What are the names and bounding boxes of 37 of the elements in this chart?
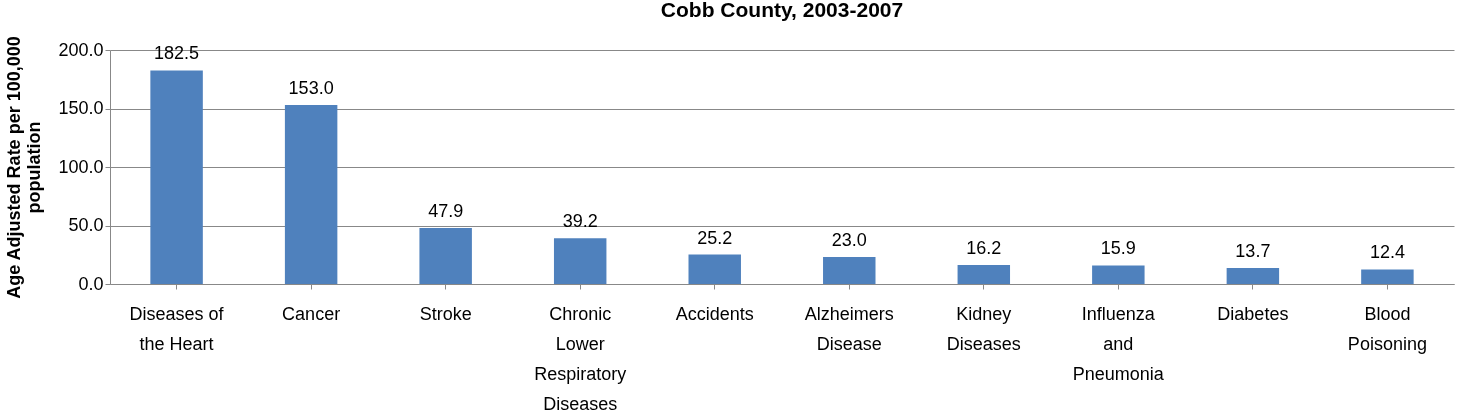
x-tick-label: Kidney Diseases [946,303,1021,354]
data-label: 23.0 [831,230,867,251]
x-tick-label: Chronic Lower Respiratory Diseases [534,303,627,414]
x-tick-label: Influenza and Pneumonia [1072,303,1165,384]
y-axis-title: Age Adjusted Rate per 100,000 population [4,36,45,299]
bar [150,70,203,284]
bar [284,104,338,284]
bar [957,265,1011,284]
y-tick-label: 200.0 [58,39,104,60]
x-tick-label: Stroke [419,303,472,324]
y-tick-label: 100.0 [58,156,104,177]
x-tick-label: Diseases of the Heart [129,303,225,354]
bar [419,227,472,284]
data-label: 25.2 [697,227,733,248]
data-label: 39.2 [562,211,598,232]
data-label: 15.9 [1100,238,1136,259]
data-label: 13.7 [1235,240,1271,261]
bar [823,257,876,284]
data-label: 12.4 [1369,242,1405,263]
y-tick-label: 150.0 [58,98,104,118]
bar [1092,265,1145,284]
data-label: 16.2 [966,238,1002,259]
bar [688,254,741,284]
data-label: 153.0 [288,77,334,98]
x-tick-label: Cancer [282,303,341,324]
y-tick-label: 0.0 [78,273,104,294]
bar [1226,267,1280,284]
y-tick-label: 50.0 [68,215,104,235]
data-label: 182.5 [154,43,200,64]
data-label: 47.9 [428,200,464,221]
x-tick-label: Diabetes [1217,303,1289,324]
x-tick-label: Alzheimers Disease [804,303,894,354]
x-tick-label: Accidents [675,303,754,324]
chart-title: Cobb County, 2003-2007 [660,0,904,22]
bar [553,238,607,284]
x-tick-label: Blood Poisoning [1347,303,1427,354]
bar [1361,269,1414,284]
